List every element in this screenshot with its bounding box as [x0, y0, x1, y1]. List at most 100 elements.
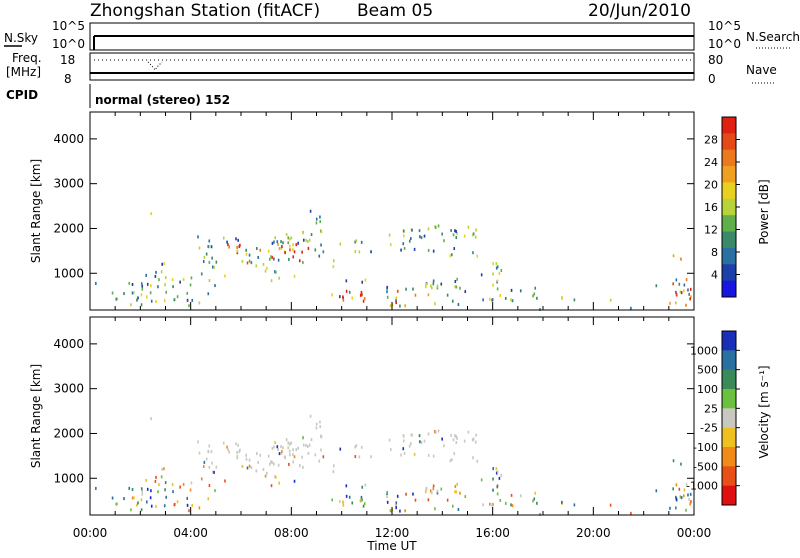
data-cell [679, 290, 682, 294]
data-cell [511, 504, 514, 508]
data-cell [675, 278, 678, 282]
data-cell [302, 260, 304, 264]
data-cell [302, 443, 305, 447]
data-cell [191, 298, 194, 302]
data-cell [496, 492, 499, 496]
data-cell [235, 237, 237, 241]
data-cell [496, 470, 499, 474]
data-cell [320, 435, 323, 439]
data-cell [495, 262, 498, 266]
data-cell [287, 236, 290, 240]
freq-strip: Freq. [MHz] 18 8 80 0 Nave [6, 51, 777, 86]
data-cell [457, 508, 460, 512]
data-cell [111, 496, 114, 500]
data-cell [131, 487, 134, 491]
power-data-cells [95, 209, 692, 311]
data-cell [155, 270, 157, 274]
colorbar-tick-label: 4 [711, 269, 718, 282]
colorbar-swatch [722, 264, 736, 282]
data-cell [424, 490, 427, 494]
data-cell [140, 508, 143, 512]
data-cell [207, 497, 210, 501]
data-cell [293, 250, 296, 254]
data-cell [259, 453, 262, 457]
data-cell [140, 293, 143, 297]
data-cell [292, 255, 295, 259]
data-cell [386, 295, 389, 299]
freq-unit: [MHz] [6, 65, 41, 79]
data-cell [256, 452, 258, 456]
nave-label: Nave [746, 63, 777, 77]
data-cell [292, 243, 294, 247]
data-cell [432, 454, 435, 458]
data-cell [386, 285, 389, 289]
colorbar-swatch [722, 133, 736, 151]
data-cell [430, 491, 433, 495]
data-cell [675, 290, 677, 294]
data-cell [342, 500, 344, 504]
data-cell [339, 295, 341, 299]
data-cell [454, 229, 456, 233]
x-tick-label: 04:00 [173, 526, 208, 540]
data-cell [207, 245, 210, 249]
data-cell [413, 452, 416, 456]
colorbar-tick-label: 1000 [690, 344, 718, 357]
colorbar-swatch [722, 427, 736, 448]
nsky-tick-bottom: 10^0 [52, 37, 85, 51]
data-cell [425, 487, 427, 491]
data-cell [363, 502, 366, 506]
y-tick-label: 3000 [53, 382, 84, 396]
colorbar-swatch [722, 182, 736, 200]
colorbar-swatch [722, 447, 736, 467]
data-cell [308, 443, 311, 447]
data-cell [277, 258, 280, 262]
data-cell [480, 273, 483, 277]
data-cell [278, 276, 280, 280]
data-cell [687, 288, 689, 292]
data-cell [680, 291, 683, 295]
data-cell [536, 296, 538, 300]
data-cell [456, 436, 458, 440]
data-cell [688, 497, 690, 501]
date-label: 20/Jun/2010 [588, 1, 691, 21]
data-cell [675, 292, 678, 296]
data-cell [264, 474, 267, 478]
data-cell [410, 237, 412, 241]
x-tick-label: 20:00 [576, 526, 611, 540]
data-cell [214, 284, 216, 288]
colorbar-tick-label: 12 [704, 224, 718, 237]
data-cell [449, 254, 452, 258]
data-cell [496, 265, 499, 269]
data-cell [488, 502, 491, 506]
data-cell [288, 257, 290, 261]
data-cell [224, 274, 226, 278]
data-cell [402, 447, 405, 451]
data-cell [348, 495, 351, 499]
data-cell [482, 503, 484, 507]
data-cell [386, 290, 388, 294]
data-cell [682, 494, 685, 498]
data-cell [511, 299, 514, 303]
cpid-label: CPID [6, 88, 38, 102]
colorbar-swatch [722, 117, 736, 134]
data-cell [306, 240, 309, 244]
data-cell [689, 287, 692, 291]
data-cell [609, 503, 612, 507]
data-cell [672, 459, 675, 463]
colorbar-tick-label: 16 [704, 201, 718, 214]
data-cell [436, 284, 439, 288]
data-cell [436, 286, 439, 290]
data-cell [418, 434, 421, 438]
data-cell [432, 484, 435, 488]
data-cell [446, 293, 449, 297]
data-cell [669, 301, 671, 305]
data-cell [133, 496, 135, 500]
data-cell [427, 498, 430, 502]
data-cell [504, 501, 507, 505]
data-cell [208, 279, 211, 283]
data-cell [274, 270, 276, 274]
data-cell [561, 295, 563, 299]
data-cell [262, 262, 265, 266]
data-cell [198, 506, 201, 510]
data-cell [274, 475, 276, 479]
